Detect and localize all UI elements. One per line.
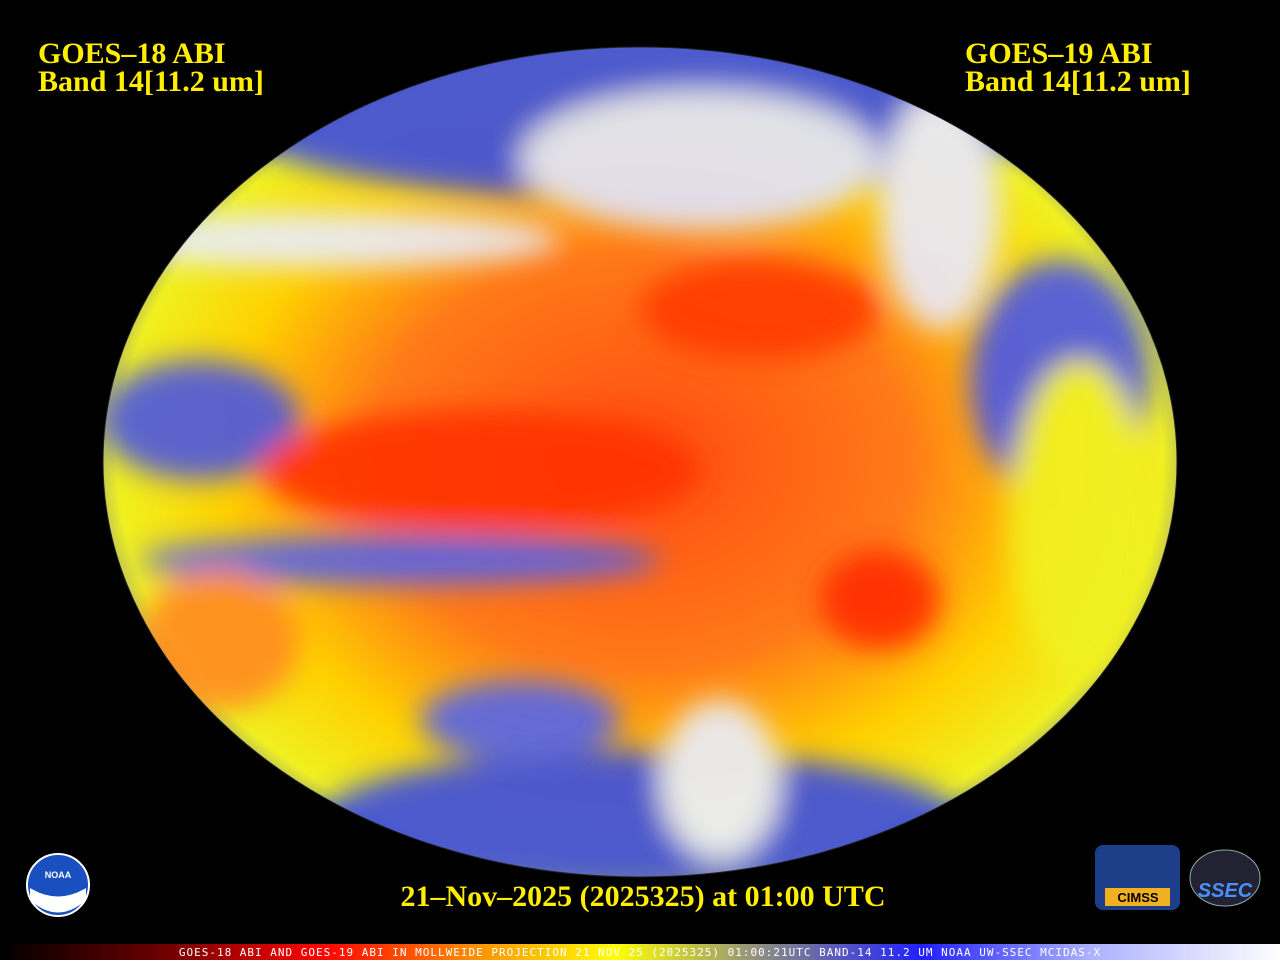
ssec-logo: SSEC (1189, 849, 1261, 907)
noaa-logo: NOAA (26, 853, 90, 917)
right-band: Band 14[11.2 um] (965, 65, 1191, 98)
ssec-text: SSEC (1198, 880, 1253, 902)
left-band: Band 14[11.2 um] (38, 65, 264, 98)
footer-text: GOES-18 ABI AND GOES-19 ABI IN MOLLWEIDE… (179, 946, 1101, 959)
globe-image (103, 47, 1177, 877)
timestamp: 21–Nov–2025 (2025325) at 01:00 UTC (401, 880, 886, 913)
globe-outline (102, 46, 1178, 878)
color-bar (0, 944, 1280, 960)
cimss-text: CIMSS (1117, 890, 1159, 905)
right-satellite: GOES–19 ABI (965, 37, 1153, 70)
left-satellite: GOES–18 ABI (38, 37, 226, 70)
cimss-logo: CIMSS (1095, 845, 1180, 910)
noaa-text: NOAA (45, 870, 72, 880)
